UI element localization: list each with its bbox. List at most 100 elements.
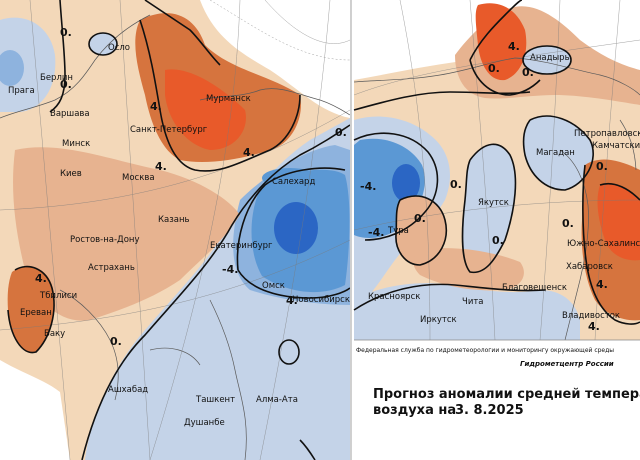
west-city-labels: Осло Берлин Прага Варшава Минск Киев Мос…	[8, 43, 350, 428]
city-moskva: Москва	[122, 173, 155, 183]
city-minsk: Минск	[62, 139, 90, 149]
city-spb: Санкт-Петербург	[130, 125, 208, 135]
city-warszawa: Варшава	[50, 109, 90, 119]
west-scand-cold	[89, 33, 117, 55]
city-erevan: Ереван	[20, 308, 52, 318]
city-almaata: Алма-Ата	[256, 395, 298, 405]
city-tashkent: Ташкент	[195, 395, 235, 405]
isoline-minus4-east	[353, 132, 439, 241]
isoline-plus4-west	[139, 19, 301, 172]
agency-name: Федеральная служба по гидрометеорологии …	[356, 347, 614, 354]
isoline-plus4-caucasus	[7, 265, 55, 354]
west-ocean	[200, 0, 350, 118]
iso-label-east-zero-3: 0.	[596, 160, 608, 173]
city-petropavlovsk: Петропавловск	[574, 129, 640, 139]
city-rostov: Ростов-на-Дону	[70, 235, 140, 245]
iso-label-minus4-1: -4.	[222, 263, 238, 276]
iso-label-east-zero-6: 0.	[562, 217, 574, 230]
west-nw-cold	[0, 17, 56, 113]
title-line-2-prefix: воздуха на	[373, 403, 456, 418]
east-chukotka-strong-warm	[475, 3, 527, 81]
iso-label-east-plus4-2: 4.	[596, 278, 608, 291]
isoline-zero-east-south	[353, 283, 546, 311]
city-omsk: Омск	[262, 281, 285, 291]
city-oslo: Осло	[108, 43, 130, 53]
east-cold-core	[392, 164, 420, 202]
city-vladivostok: Владивосток	[562, 311, 620, 321]
east-coastlines	[353, 57, 640, 341]
isoline-zero-yakutsk	[461, 143, 517, 274]
city-tura: Тура	[387, 226, 409, 236]
east-south-cold	[354, 283, 580, 340]
info-background	[354, 340, 640, 460]
west-isolines	[7, 0, 351, 460]
west-outside-sw	[0, 360, 70, 460]
iso-label-east-zero-5: 0.	[492, 234, 504, 247]
iso-label-east-minus4-2: -4.	[368, 226, 384, 239]
west-graticule	[0, 0, 351, 460]
east-map-panel: 4. 0. 0. 0. -4. -4. 0. 0. 0. 4. 4. 0. Ан…	[353, 0, 640, 341]
iso-label-east-zero-1: 0.	[488, 62, 500, 75]
east-magadan-cold	[523, 116, 594, 190]
city-novosibirsk: Новосибирск	[292, 295, 350, 305]
iso-label-east-plus4-1: 4.	[508, 40, 520, 53]
west-coastlines	[0, 14, 351, 460]
west-map-panel: 0. 0. 4. 4. 4. 0. -4. 4. 4. 0. Осло Берл…	[0, 0, 351, 460]
forecast-date: 3. 8.2025	[455, 403, 524, 418]
east-isolines	[353, 0, 640, 325]
iso-label-zero-4: 0.	[110, 335, 122, 348]
isoline-zero-west	[81, 124, 351, 460]
isoline-minus4-b	[237, 269, 351, 299]
city-irkutsk: Иркутск	[420, 315, 457, 325]
city-berlin: Берлин	[40, 73, 73, 83]
city-astrakhan: Астрахань	[88, 263, 135, 273]
iso-label-east-zero-7: 0.	[414, 212, 426, 225]
iso-label-east-minus4-1: -4.	[360, 180, 376, 193]
west-cold-core	[274, 202, 318, 254]
iso-label-plus4-3: 4.	[155, 160, 167, 173]
title-line-1: Прогноз аномалии средней температуры	[373, 387, 640, 402]
east-tura-mild-warm	[395, 196, 447, 265]
iso-label-east-zero-4: 0.	[450, 178, 462, 191]
city-dushanbe: Душанбе	[184, 418, 225, 428]
iso-label-plus4-4: 4.	[286, 294, 298, 307]
west-nw-colder	[0, 50, 24, 86]
city-yuzhno: Южно-Сахалинск	[567, 239, 640, 249]
city-anadyr: Анадырь	[530, 53, 570, 63]
east-city-labels: Анадырь Петропавловск Камчатский Магадан…	[368, 53, 640, 325]
city-salekhard: Салехард	[272, 177, 315, 187]
iso-label-plus4-2: 4.	[243, 146, 255, 159]
east-anadyr-cold	[523, 46, 571, 74]
city-kazan: Казань	[158, 215, 190, 225]
city-krasnoyarsk: Красноярск	[368, 292, 420, 302]
iso-label-east-plus4-3: 4.	[588, 320, 600, 333]
city-baku: Баку	[44, 329, 65, 339]
west-caucasus-warm	[7, 266, 55, 353]
isoline-minus4-a	[236, 167, 346, 271]
city-magadan: Магадан	[536, 148, 575, 158]
iso-label-zero-2: 0.	[60, 78, 72, 91]
center-name: Гидрометцентр России	[520, 360, 614, 368]
city-kamchatsky: Камчатский	[592, 141, 640, 151]
city-khabarovsk: Хабаровск	[566, 262, 613, 272]
east-fareast-strong-warm	[597, 183, 640, 261]
west-mild-warm-field	[13, 147, 240, 321]
city-ashkhabad: Ашхабад	[108, 385, 148, 395]
east-yakutsk-cold	[462, 144, 516, 273]
iso-label-plus4-1: 4.	[150, 100, 162, 113]
city-ekaterinburg: Екатеринбург	[210, 241, 273, 251]
city-kiev: Киев	[60, 169, 82, 179]
city-tbilisi: Тбилиси	[39, 291, 77, 301]
city-blagoveshchensk: Благовещенск	[502, 283, 567, 293]
isoline-zero-east-north	[353, 91, 531, 111]
iso-label-plus4-5: 4.	[35, 272, 47, 285]
city-praha: Прага	[8, 86, 35, 96]
iso-label-zero-1: 0.	[60, 26, 72, 39]
west-strong-warm-field	[165, 69, 246, 150]
city-murmansk: Мурманск	[206, 94, 251, 104]
panel-divider	[350, 0, 354, 460]
iso-label-zero-3: 0.	[335, 126, 347, 139]
city-chita: Чита	[462, 297, 484, 307]
